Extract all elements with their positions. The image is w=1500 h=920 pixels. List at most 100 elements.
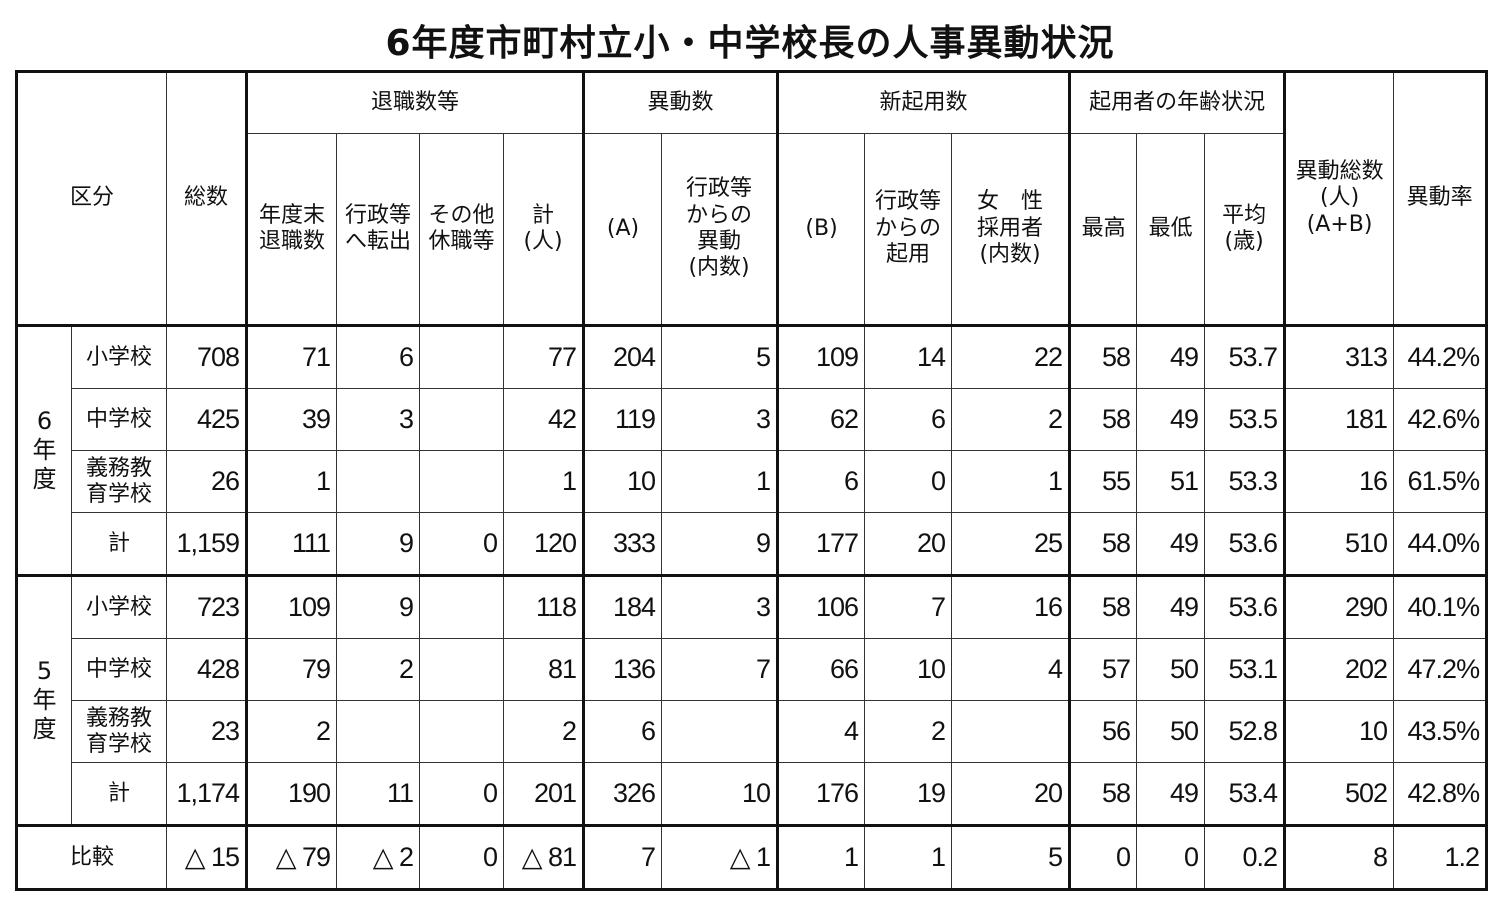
subheader-cell: 最高	[1068, 133, 1138, 326]
subheader-cell: (B)	[776, 133, 866, 326]
value-cell: 49	[1136, 512, 1206, 576]
personnel-transfer-table: 区分 総数 退職数等 異動数 新起用数 起用者の年齢状況 異動総数 (人) (A…	[15, 70, 1489, 891]
value-cell	[336, 450, 421, 513]
value-cell: 3	[336, 388, 421, 451]
value-cell: 26	[166, 450, 248, 513]
value-cell: 6	[776, 450, 866, 513]
value-cell: △ 15	[166, 824, 248, 890]
subheader-cell: 計 (人)	[503, 133, 585, 326]
row-label: 小学校	[70, 324, 168, 389]
subheader-cell: 年度末 退職数	[245, 133, 338, 326]
value-cell: 5	[951, 824, 1071, 890]
value-cell: 43.5%	[1393, 700, 1488, 763]
value-cell	[951, 700, 1071, 763]
value-cell: 136	[582, 638, 663, 701]
value-cell: 19	[864, 762, 953, 826]
value-cell: 53.3	[1204, 450, 1286, 513]
value-cell: 3	[661, 388, 779, 451]
value-cell: 23	[166, 700, 248, 763]
value-cell: 8	[1283, 824, 1395, 890]
value-cell: 6	[336, 324, 421, 389]
value-cell: 77	[503, 324, 585, 389]
value-cell: 326	[582, 762, 663, 826]
value-cell: 58	[1068, 512, 1138, 576]
row-label: 義務教 育学校	[70, 700, 168, 763]
value-cell: 1	[503, 450, 585, 513]
subheader-cell: 平均 (歳)	[1204, 133, 1286, 326]
value-cell: 2	[864, 700, 953, 763]
row-label: 比較	[15, 824, 168, 890]
value-cell: 10	[661, 762, 779, 826]
value-cell: 510	[1283, 512, 1395, 576]
value-cell: 425	[166, 388, 248, 451]
value-cell: 47.2%	[1393, 638, 1488, 701]
table-row: 中学校 425 39 3 42 119 3 62 6 2 58 49 53.5 181 42.6%	[17, 388, 1488, 451]
value-cell: 313	[1283, 324, 1395, 389]
subheader-cell: 行政等 からの 起用	[864, 133, 953, 326]
value-cell: 109	[245, 574, 338, 639]
value-cell: 20	[864, 512, 953, 576]
value-cell: 16	[951, 574, 1071, 639]
value-cell: 2	[951, 388, 1071, 451]
value-cell: 118	[503, 574, 585, 639]
value-cell: 11	[336, 762, 421, 826]
header-retire-group: 退職数等	[245, 71, 585, 134]
value-cell: 6	[864, 388, 953, 451]
value-cell	[661, 700, 779, 763]
value-cell: 58	[1068, 388, 1138, 451]
value-cell: 109	[776, 324, 866, 389]
value-cell: 61.5%	[1393, 450, 1488, 513]
value-cell	[419, 638, 505, 701]
value-cell: 120	[503, 512, 585, 576]
value-cell: 16	[1283, 450, 1395, 513]
value-cell: 428	[166, 638, 248, 701]
value-cell	[419, 700, 505, 763]
value-cell: △ 2	[336, 824, 421, 890]
table-row: 中学校 428 79 2 81 136 7 66 10 4 57 50 53.1 202 47.2%	[17, 638, 1488, 701]
value-cell: 3	[661, 574, 779, 639]
value-cell: 52.8	[1204, 700, 1286, 763]
value-cell: 204	[582, 324, 663, 389]
value-cell: 1,159	[166, 512, 248, 576]
row-label: 義務教 育学校	[70, 450, 168, 513]
value-cell: 202	[1283, 638, 1395, 701]
table-row: 義務教 育学校 23 2 2 6 4 2 56 50 52.8 10 43.5%	[17, 700, 1488, 763]
value-cell: 1,174	[166, 762, 248, 826]
subheader-cell: その他 休職等	[419, 133, 505, 326]
value-cell: 0	[419, 824, 505, 890]
row-label: 中学校	[70, 388, 168, 451]
value-cell: 51	[1136, 450, 1206, 513]
value-cell: 1	[776, 824, 866, 890]
value-cell: 79	[245, 638, 338, 701]
value-cell: 201	[503, 762, 585, 826]
value-cell: 49	[1136, 388, 1206, 451]
value-cell: 9	[661, 512, 779, 576]
value-cell: 62	[776, 388, 866, 451]
header-total: 総数	[166, 71, 248, 326]
comparison-row: 比較 △ 15 △ 79 △ 2 0 △ 81 7 △ 1 1 1 5 0 0 0.2 8 1.2	[15, 824, 1488, 890]
value-cell: 0	[1068, 824, 1138, 890]
value-cell: 176	[776, 762, 866, 826]
value-cell: 2	[503, 700, 585, 763]
header-rate: 異動率	[1393, 71, 1488, 326]
value-cell: 7	[661, 638, 779, 701]
value-cell: 111	[245, 512, 338, 576]
value-cell: 177	[776, 512, 866, 576]
value-cell: 71	[245, 324, 338, 389]
value-cell: 25	[951, 512, 1071, 576]
value-cell: 49	[1136, 762, 1206, 826]
header-new-group: 新起用数	[776, 71, 1071, 134]
subheader-cell: 行政等 からの 異動 (内数)	[661, 133, 779, 326]
year-label: 5 年 度	[16, 574, 72, 826]
value-cell: 44.2%	[1393, 324, 1488, 389]
value-cell: 1	[661, 450, 779, 513]
header-kubun: 区分	[15, 71, 168, 326]
value-cell: 42.6%	[1393, 388, 1488, 451]
value-cell: 53.6	[1204, 512, 1286, 576]
value-cell: 1	[951, 450, 1071, 513]
value-cell: 708	[166, 324, 248, 389]
value-cell: 1.2	[1393, 824, 1488, 890]
value-cell: 0	[1136, 824, 1206, 890]
value-cell: 4	[776, 700, 866, 763]
value-cell: 50	[1136, 638, 1206, 701]
